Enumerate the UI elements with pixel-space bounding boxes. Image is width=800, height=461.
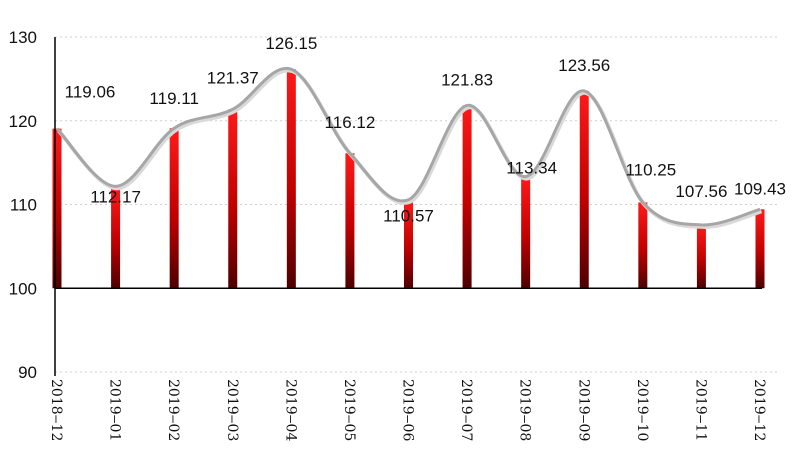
bar (286, 69, 296, 289)
x-tick-label: 2019‒10 (634, 379, 650, 441)
bar (638, 202, 648, 289)
x-tick-label: 2019‒12 (751, 379, 767, 441)
data-label: 113.34 (506, 159, 557, 178)
data-label: 107.56 (675, 182, 727, 201)
x-tick-label: 2019‒01 (107, 379, 123, 441)
bar (228, 109, 238, 289)
x-tick-label: 2019‒11 (692, 379, 708, 441)
x-tick-label: 2018‒12 (48, 379, 64, 441)
bar (52, 128, 62, 289)
x-tick-label: 2019‒04 (282, 379, 298, 441)
data-label: 109.43 (734, 179, 786, 198)
bar (696, 224, 706, 289)
x-tick-label: 2019‒02 (165, 379, 181, 441)
data-label: 123.56 (558, 56, 610, 75)
data-label: 110.57 (383, 207, 434, 226)
bar (521, 176, 531, 289)
bar (111, 186, 121, 289)
bar (755, 209, 765, 289)
y-tick-label: 90 (18, 363, 37, 382)
bar (404, 199, 413, 289)
data-label: 119.06 (65, 83, 116, 102)
series-line (55, 66, 761, 227)
y-tick-label: 110 (10, 196, 37, 215)
bar (579, 90, 589, 289)
x-tick-label: 2019‒09 (575, 379, 591, 441)
bar (462, 105, 472, 289)
x-tick-label: 2019‒05 (341, 379, 357, 441)
data-label: 112.17 (90, 187, 141, 206)
data-label: 119.11 (149, 89, 198, 108)
x-tick-label: 2019‒07 (458, 379, 474, 441)
x-tick-label: 2019‒08 (517, 379, 533, 441)
y-tick-label: 130 (9, 28, 37, 47)
bar (169, 128, 179, 289)
bar (345, 153, 355, 289)
y-tick-label: 100 (9, 279, 37, 298)
y-tick-label: 120 (9, 112, 37, 131)
data-label: 121.83 (441, 70, 493, 89)
x-tick-label: 2019‒03 (224, 379, 240, 441)
data-label: 121.37 (207, 68, 259, 87)
data-label: 110.25 (625, 160, 676, 179)
data-label: 126.15 (265, 34, 317, 53)
data-label: 116.12 (325, 113, 376, 132)
x-tick-label: 2019‒06 (400, 379, 416, 441)
